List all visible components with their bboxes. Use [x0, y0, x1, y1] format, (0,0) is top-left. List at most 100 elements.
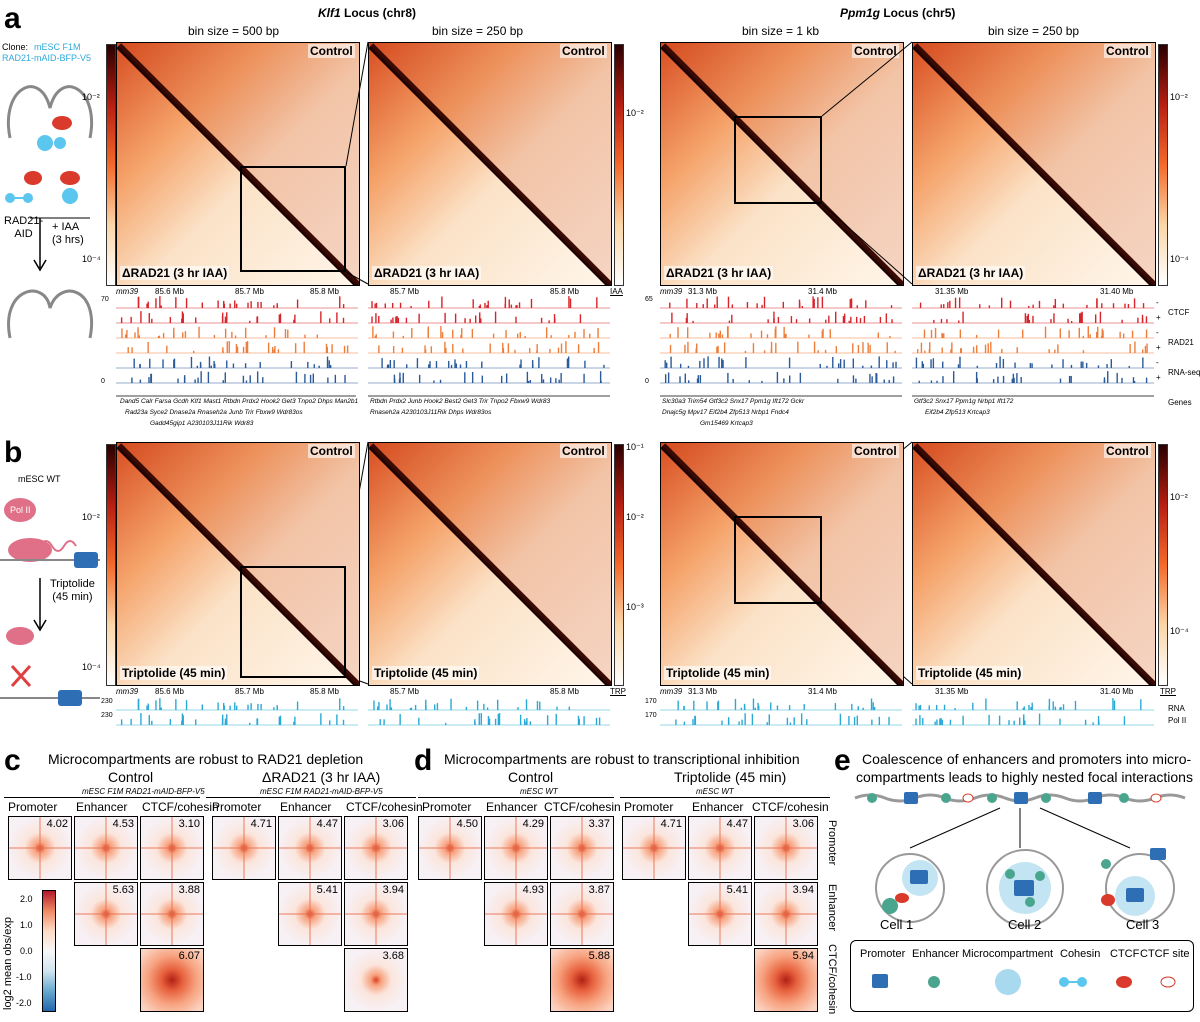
- axis-b2-0: 85.7 Mb: [390, 687, 419, 696]
- d-cond2-sub: mESC WT: [696, 787, 734, 796]
- track-label-polII: Pol II: [1168, 716, 1187, 725]
- zoom-box-a3: [734, 116, 822, 204]
- d-divider-2: [620, 797, 830, 798]
- apa-d-trt-pe: 4.47: [688, 816, 752, 880]
- genes-a4-row2: Eif2b4 Zfp513 Krtcap3: [925, 409, 990, 416]
- c-divider-2: [206, 797, 416, 798]
- sign-4: -: [1156, 358, 1159, 367]
- apa-d-trt-ec: 3.94: [754, 882, 818, 946]
- axis-b4-0: 31.35 Mb: [935, 687, 969, 696]
- panel-letter-a: a: [4, 2, 21, 35]
- scale-a1-0: 70: [101, 296, 109, 303]
- c-cbar-title: log2 mean obs/exp: [2, 917, 14, 1010]
- axis-a3-0: 31.3 Mb: [688, 287, 717, 296]
- b-clone: mESC WT: [18, 474, 61, 484]
- row-label-ctcf: CTCF/cohesin: [826, 944, 838, 1015]
- heatmap-b2-control: Control: [560, 444, 607, 458]
- apa-d-trt-pc: 3.06: [754, 816, 818, 880]
- ctcf-site-icon: [1160, 976, 1176, 988]
- d-col-ctcf-2: CTCF/cohesin: [752, 800, 829, 814]
- d-title: Microcompartments are robust to transcri…: [444, 751, 800, 767]
- panel-letter-c: c: [4, 744, 21, 777]
- genes-a1-row3: Gadd45gip1 A230103J11Rik Wdr83: [150, 420, 254, 427]
- heatmap-a3-treated: ΔRAD21 (3 hr IAA): [664, 266, 774, 280]
- cbar-a-left-top: 10⁻²: [82, 92, 100, 102]
- heatmap-a4-treated: ΔRAD21 (3 hr IAA): [916, 266, 1026, 280]
- e-legend-box: [850, 940, 1194, 1012]
- cbar-a-right-top: 10⁻²: [1170, 92, 1188, 102]
- heatmap-a1-control: Control: [308, 44, 355, 58]
- signal-tracks-b: [116, 698, 1154, 726]
- apa-c-ctrl-pp: 4.02: [8, 816, 72, 880]
- axis-a1-1: 85.7 Mb: [235, 287, 264, 296]
- b-drug-label: Triptolide (45 min): [50, 578, 95, 603]
- cbar-a-left-bottom: 10⁻⁴: [82, 254, 101, 264]
- cohesin-schematic-a: [5, 85, 94, 339]
- apa-c-trt-pc: 3.06: [344, 816, 408, 880]
- heatmap-b1: [116, 442, 360, 686]
- rad21-aid-label: RAD21- AID: [4, 215, 44, 240]
- axis-a3-1: 31.4 Mb: [808, 287, 837, 296]
- colorbar-b-mid: [614, 444, 624, 686]
- d-divider-1: [418, 797, 614, 798]
- c-col-enhancer-1: Enhancer: [76, 800, 128, 814]
- c-cbar-tick-1: 1.0: [20, 920, 33, 930]
- d-cond1: Control: [508, 769, 554, 785]
- row-label-promoter: Promoter: [826, 820, 838, 866]
- gene-track-a: [116, 395, 1154, 397]
- track-label-genes: Genes: [1168, 398, 1192, 407]
- apa-c-ctrl-ee: 5.63: [74, 882, 138, 946]
- legend-ctcf-site: CTCF site: [1140, 948, 1190, 960]
- apa-d-ctrl-pp: 4.50: [418, 816, 482, 880]
- bin-size-1: bin size = 500 bp: [188, 24, 280, 38]
- apa-c-ctrl-cc: 6.07: [140, 948, 204, 1012]
- apa-c-trt-cc: 3.68: [344, 948, 408, 1012]
- apa-d-ctrl-cc: 5.88: [550, 948, 614, 1012]
- genome-a3: mm39: [660, 287, 683, 296]
- b-pol-label: Pol II: [10, 505, 31, 515]
- apa-d-ctrl-pe: 4.29: [484, 816, 548, 880]
- heatmap-b4-treated: Triptolide (45 min): [916, 666, 1024, 680]
- c-col-promoter-1: Promoter: [8, 800, 58, 814]
- scale-b3-2: 170: [645, 712, 657, 719]
- scale-b1-2: 230: [101, 712, 113, 719]
- c-cbar-tick-4: -2.0: [16, 998, 32, 1008]
- ctcf-icon: [1116, 976, 1132, 988]
- axis-b1-1: 85.7 Mb: [235, 687, 264, 696]
- apa-d-trt-pp: 4.71: [622, 816, 686, 880]
- genes-a4-row1: Gtf3c2 Snx17 Ppm1g Nrbp1 Ift172: [914, 398, 1014, 405]
- heatmap-a2-control: Control: [560, 44, 607, 58]
- clone-line2: RAD21-mAID-BFP-V5: [2, 53, 92, 63]
- apa-c-trt-pp: 4.71: [212, 816, 276, 880]
- track-label-ctcf: CTCF: [1168, 308, 1190, 317]
- colorbar-b-right: [1158, 444, 1168, 686]
- c-col-ctcf-1: CTCF/cohesin: [142, 800, 219, 814]
- track-label-rad21: RAD21: [1168, 338, 1194, 347]
- apa-c-ctrl-pe: 4.53: [74, 816, 138, 880]
- row-label-enhancer: Enhancer: [826, 884, 838, 932]
- panel-letter-d: d: [414, 744, 433, 777]
- heatmap-b3-control: Control: [852, 444, 899, 458]
- track-label-rnaseq: RNA-seq: [1168, 368, 1200, 377]
- axis-b1-0: 85.6 Mb: [155, 687, 184, 696]
- apa-d-trt-ee: 5.41: [688, 882, 752, 946]
- genes-a3-row1: Slc30a3 Trim54 Gtf3c2 Snx17 Ppm1g Ift172…: [662, 398, 805, 405]
- axis-a4-1: 31.40 Mb: [1100, 287, 1134, 296]
- heatmap-b1-control: Control: [308, 444, 355, 458]
- genes-a2-row1: Rtbdn Prdx2 Junb Hook2 Best2 Get3 Trir T…: [370, 398, 551, 405]
- klf1-locus-title: Klf1 Locus (chr8): [318, 6, 417, 20]
- genes-a3-row2: Dnajc5g Mpv17 Eif2b4 Zfp513 Nrbp1 Fndc4: [662, 409, 789, 416]
- d-col-promoter-2: Promoter: [624, 800, 674, 814]
- genome-b3: mm39: [660, 687, 683, 696]
- genome-a1: mm39: [116, 287, 139, 296]
- legend-promoter: Promoter: [860, 948, 906, 960]
- heatmap-a1-treated: ΔRAD21 (3 hr IAA): [120, 266, 230, 280]
- e-title-2: compartments leads to highly nested foca…: [856, 769, 1193, 785]
- c-cbar-tick-2: 0.0: [20, 946, 33, 956]
- colorbar-b-left: [106, 444, 116, 686]
- panel-letter-e: e: [834, 744, 851, 777]
- c-cond2-sub: mESC F1M RAD21-mAID-BFP-V5: [260, 787, 383, 796]
- signal-tracks-a: [116, 296, 1154, 384]
- c-divider-1: [4, 797, 200, 798]
- iaa-label: + IAA (3 hrs): [52, 221, 84, 246]
